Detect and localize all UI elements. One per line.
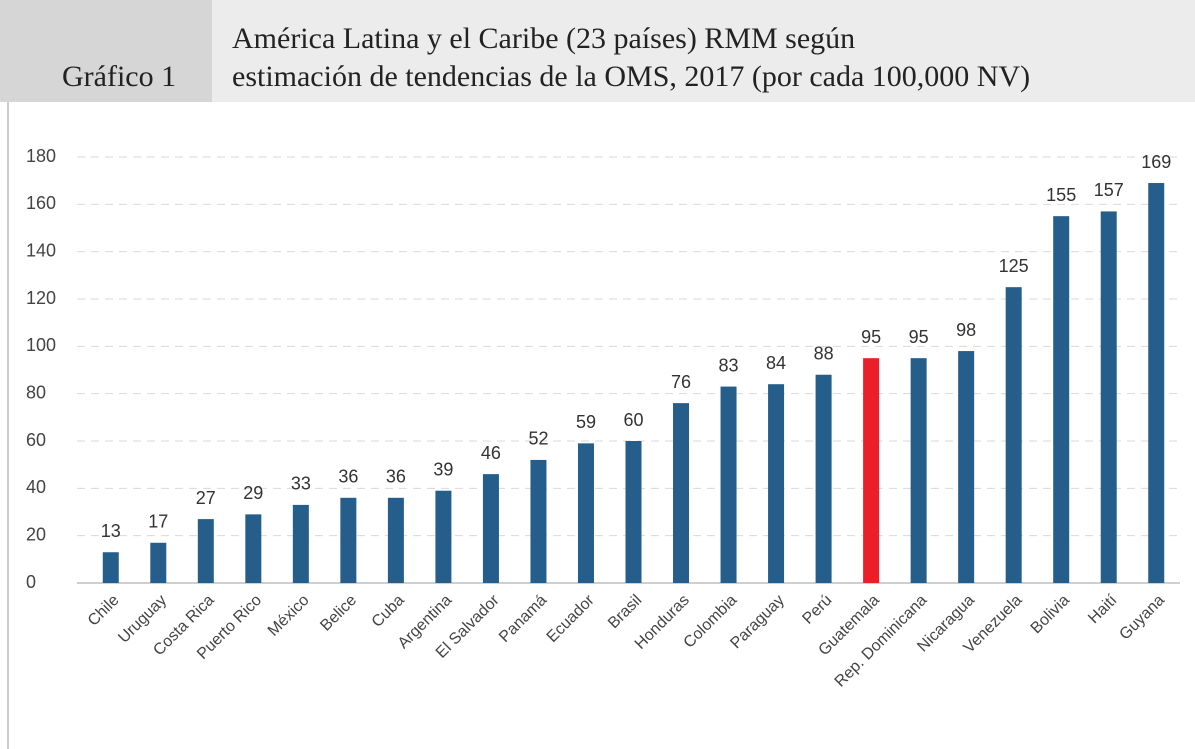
value-label: 27 xyxy=(196,488,216,508)
bar xyxy=(292,504,309,583)
y-tick-label: 60 xyxy=(26,430,46,450)
value-label: 84 xyxy=(766,353,786,373)
x-tick-label: Brasil xyxy=(605,592,645,632)
x-tick-label: Cuba xyxy=(369,592,408,631)
value-label: 59 xyxy=(576,412,596,432)
y-tick-label: 40 xyxy=(26,477,46,497)
value-label: 83 xyxy=(719,355,739,375)
bar xyxy=(815,374,832,583)
bar xyxy=(245,514,262,583)
bar xyxy=(577,443,594,583)
bar xyxy=(1148,183,1165,584)
value-label: 88 xyxy=(814,343,834,363)
y-tick-label: 160 xyxy=(26,193,56,213)
bar xyxy=(435,490,452,583)
bar xyxy=(530,459,547,583)
bar xyxy=(387,497,404,583)
value-label: 125 xyxy=(999,256,1029,276)
y-tick-label: 120 xyxy=(26,288,56,308)
bar xyxy=(910,358,927,583)
value-label: 60 xyxy=(623,410,643,430)
y-tick-label: 180 xyxy=(26,146,56,166)
value-label: 95 xyxy=(909,327,929,347)
bar xyxy=(720,386,737,583)
bar xyxy=(863,358,880,583)
y-tick-label: 100 xyxy=(26,335,56,355)
value-label: 17 xyxy=(148,512,168,532)
bar xyxy=(340,497,357,583)
y-tick-label: 140 xyxy=(26,240,56,260)
x-tick-label: Belice xyxy=(317,592,360,635)
chart-label: Gráfico 1 xyxy=(62,60,176,93)
bar xyxy=(197,519,214,583)
x-tick-label: Guyana xyxy=(1116,592,1168,644)
y-tick-label: 0 xyxy=(26,572,36,592)
chart-title: América Latina y el Caribe (23 países) R… xyxy=(232,22,855,55)
x-tick-label: Panamá xyxy=(496,592,550,646)
value-label: 76 xyxy=(671,372,691,392)
value-label: 155 xyxy=(1046,185,1076,205)
x-tick-label: Ecuador xyxy=(544,591,599,646)
x-tick-label: Haití xyxy=(1085,591,1121,627)
bar xyxy=(1053,216,1070,583)
value-label: 169 xyxy=(1141,152,1171,172)
value-label: 33 xyxy=(291,474,311,494)
value-label: 95 xyxy=(861,327,881,347)
x-tick-label: Bolivia xyxy=(1028,592,1073,637)
value-label: 36 xyxy=(338,467,358,487)
bar xyxy=(1005,287,1022,583)
bar xyxy=(768,384,785,583)
x-tick-label: Chile xyxy=(85,592,123,630)
bar xyxy=(625,441,642,583)
label-box xyxy=(0,0,212,102)
bar xyxy=(958,351,975,583)
x-tick-label: Perú xyxy=(799,592,835,628)
value-label: 13 xyxy=(101,521,121,541)
value-label: 157 xyxy=(1094,180,1124,200)
y-tick-label: 20 xyxy=(26,524,46,544)
title-box xyxy=(212,0,1195,102)
bar xyxy=(102,552,119,583)
bar xyxy=(1100,211,1117,583)
value-label: 36 xyxy=(386,467,406,487)
bar xyxy=(673,403,690,583)
bar xyxy=(482,474,499,583)
value-label: 29 xyxy=(243,483,263,503)
value-label: 98 xyxy=(956,320,976,340)
value-label: 52 xyxy=(528,429,548,449)
x-tick-label: México xyxy=(265,592,313,640)
bar xyxy=(150,542,167,583)
chart-title: estimación de tendencias de la OMS, 2017… xyxy=(232,60,1030,93)
value-label: 39 xyxy=(433,459,453,479)
y-tick-label: 80 xyxy=(26,382,46,402)
value-label: 46 xyxy=(481,443,501,463)
